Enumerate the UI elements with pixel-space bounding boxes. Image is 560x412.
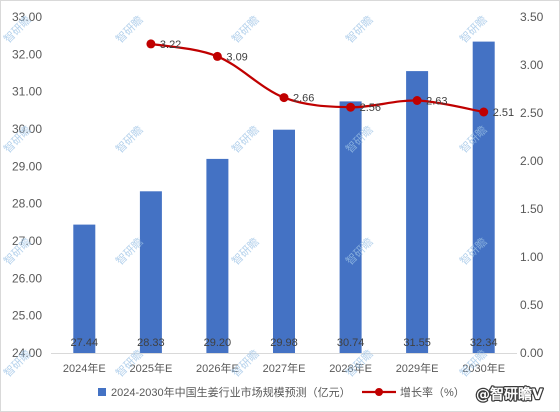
growth-rate-marker <box>279 93 289 103</box>
market-size-bar <box>339 101 362 354</box>
right-axis-tick-label: 1.50 <box>520 202 544 216</box>
legend-label-market-size: 2024-2030年中国生姜行业市场规模预测（亿元） <box>111 385 351 399</box>
bar-value-label: 29.98 <box>270 337 298 349</box>
market-size-bar <box>139 191 162 353</box>
market-size-bar <box>73 224 96 353</box>
bar-value-label: 30.74 <box>337 337 365 349</box>
right-axis-tick-label: 1.00 <box>520 250 544 264</box>
legend: 2024-2030年中国生姜行业市场规模预测（亿元） 增长率（%） <box>98 385 465 399</box>
x-axis-tick-label: 2027年E <box>263 361 306 375</box>
growth-rate-marker <box>212 51 222 61</box>
legend-swatch-bar <box>98 388 106 396</box>
market-size-bar <box>406 71 429 353</box>
growth-rate-marker <box>412 96 422 105</box>
growth-rate-label: 3.09 <box>226 51 247 63</box>
bar-value-label: 27.44 <box>71 337 99 349</box>
x-axis-tick-label: 2028年E <box>329 361 372 375</box>
right-axis-tick-label: 0.50 <box>520 298 544 312</box>
left-axis-tick-label: 32.00 <box>12 47 42 61</box>
x-axis-tick-label: 2030年E <box>462 361 505 375</box>
legend-marker-line <box>375 388 383 396</box>
growth-rate-label: 3.22 <box>160 39 181 51</box>
right-axis-tick-label: 2.50 <box>520 106 544 120</box>
data-labels-layer: 27.44 28.33 29.20 29.98 30.74 31.55 32.34 3.22 3… <box>71 39 515 349</box>
right-axis-tick-label: 3.50 <box>520 10 544 24</box>
growth-rate-label: 2.66 <box>293 93 314 105</box>
x-axis-tick-label: 2029年E <box>396 361 439 375</box>
bar-series-layer <box>73 41 495 354</box>
axes-layer: 24.00 25.00 26.00 27.00 28.00 29.00 30.00 31.00… <box>12 10 544 375</box>
right-axis-tick-label: 0.00 <box>520 346 544 360</box>
market-size-bar <box>273 129 295 353</box>
growth-rate-label: 2.51 <box>493 107 514 119</box>
left-axis-tick-label: 25.00 <box>12 309 42 323</box>
left-axis-tick-label: 24.00 <box>12 346 42 360</box>
bar-value-label: 29.20 <box>204 337 232 349</box>
left-axis-tick-label: 29.00 <box>12 159 42 173</box>
left-axis-tick-label: 33.00 <box>12 10 42 24</box>
growth-rate-marker <box>479 107 489 117</box>
market-size-bar <box>206 158 229 353</box>
left-axis-tick-label: 30.00 <box>12 122 42 136</box>
growth-rate-line <box>149 42 485 114</box>
x-axis-tick-label: 2026年E <box>196 361 239 375</box>
left-axis-tick-label: 31.00 <box>12 85 42 99</box>
left-axis-tick-label: 27.00 <box>12 234 42 248</box>
bar-value-label: 28.33 <box>137 337 165 349</box>
growth-rate-marker <box>146 39 156 49</box>
right-axis-tick-label: 3.00 <box>520 58 544 72</box>
right-axis-tick-label: 2.00 <box>520 154 544 168</box>
line-series-layer <box>146 39 489 117</box>
left-axis-tick-label: 26.00 <box>12 271 42 285</box>
growth-rate-label: 2.56 <box>360 102 381 114</box>
x-axis-tick-label: 2025年E <box>129 361 172 375</box>
legend-label-growth-rate: 增长率（%） <box>400 385 465 399</box>
watermark-badge: @智研瞻V <box>476 386 543 403</box>
x-axis-tick-label: 2024年E <box>63 361 106 375</box>
growth-rate-label: 2.63 <box>426 96 447 108</box>
left-axis-tick-label: 28.00 <box>12 197 42 211</box>
market-size-bar <box>472 41 495 353</box>
growth-rate-marker <box>346 102 356 112</box>
bar-value-label: 31.55 <box>403 337 431 349</box>
bar-value-label: 32.34 <box>470 337 498 349</box>
